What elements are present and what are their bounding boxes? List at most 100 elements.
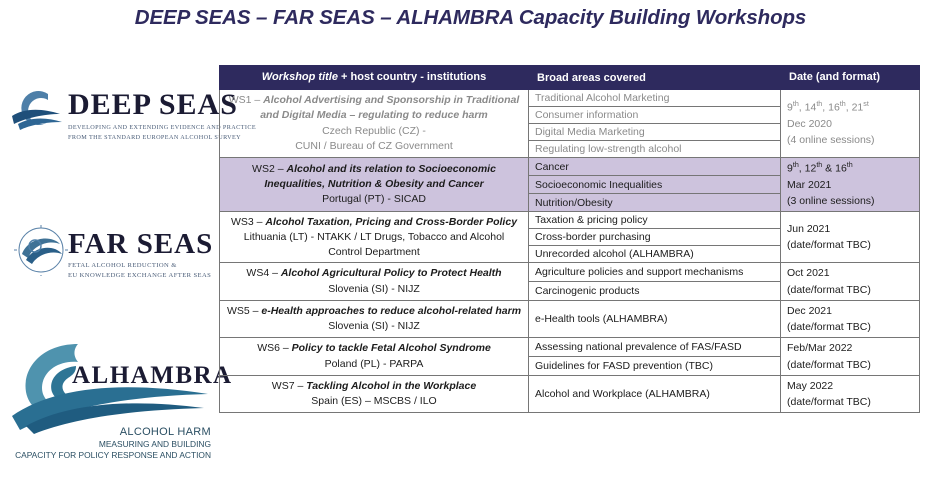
date-line-2: Dec 2020 xyxy=(787,117,832,130)
alhambra-wave-icon xyxy=(12,344,208,434)
cell-workshop-ws3: WS3 – Alcohol Taxation, Pricing and Cros… xyxy=(219,211,529,264)
cell-date-ws1: 9th, 14th, 16th, 21st Dec 2020 (4 online… xyxy=(780,89,920,159)
ws-host-line1: Slovenia (SI) - NIJZ xyxy=(328,320,420,333)
table-header: Workshop title + host country - institut… xyxy=(219,64,920,91)
far-seas-tagline-line1: FETAL ALCOHOL REDUCTION & xyxy=(68,262,177,269)
cell-date-ws4: Oct 2021 (date/format TBC) xyxy=(780,262,920,301)
cell-area: Consumer information xyxy=(528,106,781,125)
date-line-2: (date/format TBC) xyxy=(787,239,871,252)
table-row: WS4 – Alcohol Agricultural Policy to Pro… xyxy=(219,262,920,301)
alhambra-tagline-line1: ALCOHOL HARM xyxy=(119,426,211,438)
cell-workshop-ws7: WS7 – Tackling Alcohol in the Workplace … xyxy=(219,374,529,414)
cell-area: Taxation & pricing policy xyxy=(528,211,781,230)
deep-seas-logo: DEEP SEAS DEVELOPING AND EXTENDING EVIDE… xyxy=(6,80,256,152)
date-line-2: Mar 2021 xyxy=(787,178,832,191)
alhambra-tagline-line3: CAPACITY FOR POLICY RESPONSE AND ACTION xyxy=(15,450,211,460)
column-header-workshop-title: Workshop title + host country - institut… xyxy=(219,64,529,91)
date-line-1: Jun 2021 xyxy=(787,223,831,236)
ws-title: e-Health approaches to reduce alcohol-re… xyxy=(261,304,522,317)
cell-area: Alcohol and Workplace (ALHAMBRA) xyxy=(528,374,781,414)
cell-date-ws2: 9th, 12th & 16th Mar 2021 (3 online sess… xyxy=(780,157,920,213)
date-line-1: 9th, 14th, 16th, 21st xyxy=(787,99,869,114)
table-row: WS1 – Alcohol Advertising and Sponsorshi… xyxy=(219,89,920,159)
ws-code: WS6 – xyxy=(257,342,292,355)
cell-workshop-ws5: WS5 – e-Health approaches to reduce alco… xyxy=(219,299,529,339)
ws-host-line1: Poland (PL) - PARPA xyxy=(324,357,424,370)
cell-area: Nutrition/Obesity xyxy=(528,193,781,213)
table-row: Nutrition/Obesity xyxy=(220,193,920,213)
cell-date-ws6: Feb/Mar 2022 (date/format TBC) xyxy=(780,337,920,376)
alhambra-tagline-line2: MEASURING AND BUILDING xyxy=(98,439,211,449)
deep-seas-tagline-line1: DEVELOPING AND EXTENDING EVIDENCE AND PR… xyxy=(68,124,257,131)
date-line-3: (4 online sessions) xyxy=(787,133,875,146)
far-seas-wordmark: FAR SEAS xyxy=(68,228,214,260)
cell-workshop-ws2: WS2 – Alcohol and its relation to Socioe… xyxy=(219,157,529,213)
cell-area: Traditional Alcohol Marketing xyxy=(528,89,781,108)
workshops-table: Workshop title + host country - institut… xyxy=(219,64,920,414)
cell-area: Assessing national prevalence of FAS/FAS… xyxy=(528,337,781,358)
ws-host-line2: Control Department xyxy=(328,245,420,258)
deep-seas-tagline-line2: FROM THE STANDARD EUROPEAN ALCOHOL SURVE… xyxy=(68,134,242,141)
cell-area: Digital Media Marketing xyxy=(528,123,781,142)
date-line-2: (date/format TBC) xyxy=(787,283,871,296)
date-line-1: Oct 2021 xyxy=(787,267,830,280)
column-header-workshop-title-italic: Workshop title xyxy=(261,70,338,83)
date-line-1: May 2022 xyxy=(787,379,834,392)
cell-area: e-Health tools (ALHAMBRA) xyxy=(528,299,781,339)
ws-host-line1: Lithuania (LT) - NTAKK / LT Drugs, Tobac… xyxy=(243,230,505,243)
cell-area: Carcinogenic products xyxy=(528,281,781,301)
ws-title: Alcohol Agricultural Policy to Protect H… xyxy=(280,267,502,280)
date-line-1: Feb/Mar 2022 xyxy=(787,342,853,355)
column-header-broad-areas: Broad areas covered xyxy=(528,64,781,91)
far-seas-logo: FAR SEAS FETAL ALCOHOL REDUCTION & EU KN… xyxy=(6,222,218,290)
table-row: WS7 – Tackling Alcohol in the Workplace … xyxy=(219,374,920,414)
cell-area: Regulating low-strength alcohol xyxy=(528,140,781,159)
cell-area: Agriculture policies and support mechani… xyxy=(528,262,781,283)
ws-code: WS3 – xyxy=(230,215,266,228)
table-row: Guidelines for FASD prevention (TBC) xyxy=(220,356,920,376)
ws-code: WS2 – xyxy=(252,162,287,175)
deep-seas-wordmark: DEEP SEAS xyxy=(68,88,238,121)
ws-code: WS4 – xyxy=(246,267,281,280)
cell-area: Guidelines for FASD prevention (TBC) xyxy=(528,356,781,376)
date-line-2: (date/format TBC) xyxy=(787,321,871,334)
ws-title: Alcohol Taxation, Pricing and Cross-Bord… xyxy=(265,215,518,228)
cell-workshop-ws6: WS6 – Policy to tackle Fetal Alcohol Syn… xyxy=(219,337,529,376)
date-line-3: (3 online sessions) xyxy=(787,195,875,208)
ws-title: Alcohol Advertising and Sponsorship in T… xyxy=(260,94,520,122)
cell-date-ws5: Dec 2021 (date/format TBC) xyxy=(780,299,920,339)
column-header-date: Date (and format) xyxy=(780,64,920,91)
ws-host-line1: Slovenia (SI) - NIJZ xyxy=(328,282,420,295)
deep-seas-wave-icon xyxy=(12,91,62,130)
table-row: WS6 – Policy to tackle Fetal Alcohol Syn… xyxy=(219,337,920,376)
date-line-1: 9th, 12th & 16th xyxy=(787,161,853,175)
ws-title: Policy to tackle Fetal Alcohol Syndrome xyxy=(291,342,491,355)
cell-workshop-ws1: WS1 – Alcohol Advertising and Sponsorshi… xyxy=(219,89,529,159)
cell-area: Cross-border purchasing xyxy=(528,228,781,247)
cell-area: Cancer xyxy=(528,157,781,177)
table-row: Carcinogenic products xyxy=(220,281,920,301)
logo-column: DEEP SEAS DEVELOPING AND EXTENDING EVIDE… xyxy=(0,62,256,498)
date-line-1: Dec 2021 xyxy=(787,304,832,317)
table-row: WS3 – Alcohol Taxation, Pricing and Cros… xyxy=(219,211,920,264)
cell-workshop-ws4: WS4 – Alcohol Agricultural Policy to Pro… xyxy=(219,262,529,301)
far-seas-tagline-line2: EU KNOWLEDGE EXCHANGE AFTER SEAS xyxy=(68,272,212,279)
table-body: WS1 – Alcohol Advertising and Sponsorshi… xyxy=(219,89,920,414)
column-header-workshop-title-rest: + host country - institutions xyxy=(338,70,487,83)
date-line-2: (date/format TBC) xyxy=(787,396,871,409)
cell-area: Unrecorded alcohol (ALHAMBRA) xyxy=(528,245,781,264)
alhambra-wordmark: ALHAMBRA xyxy=(72,362,233,389)
cell-date-ws7: May 2022 (date/format TBC) xyxy=(780,374,920,414)
table-header-row: Workshop title + host country - institut… xyxy=(219,64,920,91)
far-seas-wave-icon xyxy=(14,225,68,276)
table-row: Socioeconomic Inequalities xyxy=(220,175,920,195)
cell-area: Socioeconomic Inequalities xyxy=(528,175,781,195)
ws-host-line1: Portugal (PT) - SICAD xyxy=(322,193,426,206)
page-title: DEEP SEAS – FAR SEAS – ALHAMBRA Capacity… xyxy=(134,6,807,29)
ws-title: Tackling Alcohol in the Workplace xyxy=(306,379,477,392)
ws-code: WS7 – xyxy=(271,379,307,392)
table-row: WS2 – Alcohol and its relation to Socioe… xyxy=(219,157,920,213)
alhambra-logo: ALHAMBRA ALCOHOL HARM MEASURING AND BUIL… xyxy=(2,334,231,474)
date-line-2: (date/format TBC) xyxy=(787,358,871,371)
